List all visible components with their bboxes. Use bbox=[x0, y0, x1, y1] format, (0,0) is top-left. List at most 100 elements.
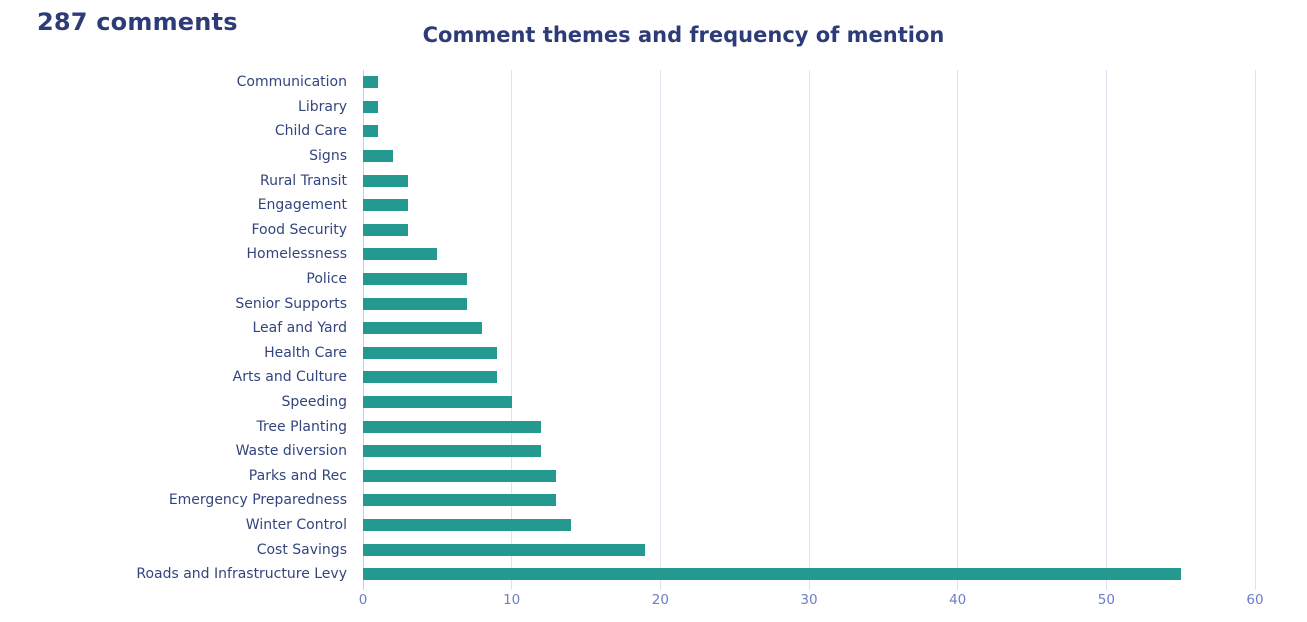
bar-track bbox=[363, 518, 1255, 531]
bar-track bbox=[363, 273, 1255, 286]
category-label: Signs bbox=[309, 148, 347, 165]
bar bbox=[363, 396, 512, 409]
x-tick-label: 50 bbox=[1097, 592, 1115, 608]
chart-row: Homelessness bbox=[0, 242, 1307, 267]
bar-track bbox=[363, 346, 1255, 359]
category-label: Homelessness bbox=[246, 246, 347, 263]
bar-track bbox=[363, 297, 1255, 310]
chart-row: Signs bbox=[0, 144, 1307, 169]
x-tick-label: 60 bbox=[1246, 592, 1264, 608]
chart-row: Engagement bbox=[0, 193, 1307, 218]
category-label: Waste diversion bbox=[235, 443, 347, 460]
bar-track bbox=[363, 125, 1255, 138]
chart-row: Waste diversion bbox=[0, 439, 1307, 464]
chart-row: Leaf and Yard bbox=[0, 316, 1307, 341]
x-axis: 0 10 20 30 40 50 60 bbox=[359, 592, 1264, 614]
x-tick-label: 10 bbox=[503, 592, 521, 608]
x-tick-label: 20 bbox=[651, 592, 669, 608]
bar-track bbox=[363, 223, 1255, 236]
bar-track bbox=[363, 494, 1255, 507]
bar-track bbox=[363, 174, 1255, 187]
chart-row: Speeding bbox=[0, 390, 1307, 415]
chart-title: Comment themes and frequency of mention bbox=[422, 23, 945, 47]
category-label: Arts and Culture bbox=[232, 369, 347, 386]
bar-track bbox=[363, 543, 1255, 556]
category-label: Emergency Preparedness bbox=[168, 492, 347, 509]
gridline bbox=[1105, 70, 1107, 590]
bar bbox=[363, 543, 646, 556]
chart-row: Senior Supports bbox=[0, 291, 1307, 316]
chart-row: Food Security bbox=[0, 218, 1307, 243]
bar-track bbox=[363, 248, 1255, 261]
bar bbox=[363, 420, 542, 433]
category-label: Speeding bbox=[281, 394, 347, 411]
bar bbox=[363, 273, 468, 286]
x-tick-label: 30 bbox=[800, 592, 818, 608]
bar bbox=[363, 125, 378, 138]
category-label: Cost Savings bbox=[256, 541, 347, 558]
bar bbox=[363, 371, 497, 384]
category-label: Communication bbox=[236, 74, 347, 91]
category-label: Engagement bbox=[257, 197, 347, 214]
bar-track bbox=[363, 100, 1255, 113]
chart-row: Parks and Rec bbox=[0, 464, 1307, 489]
category-label: Tree Planting bbox=[256, 418, 347, 435]
bar bbox=[363, 248, 438, 261]
bar bbox=[363, 297, 468, 310]
bar bbox=[363, 469, 557, 482]
bar bbox=[363, 568, 1181, 581]
bar bbox=[363, 494, 557, 507]
chart-row: Police bbox=[0, 267, 1307, 292]
category-label: Child Care bbox=[274, 123, 347, 140]
comments-count-title: 287 comments bbox=[37, 8, 238, 36]
bar-track bbox=[363, 199, 1255, 212]
chart-row: Roads and Infrastructure Levy bbox=[0, 562, 1307, 587]
category-label: Leaf and Yard bbox=[252, 320, 347, 337]
bar-track bbox=[363, 150, 1255, 163]
category-label: Library bbox=[298, 98, 347, 115]
chart-row: Arts and Culture bbox=[0, 365, 1307, 390]
bar bbox=[363, 76, 378, 89]
x-tick-label: 40 bbox=[949, 592, 967, 608]
chart-row: Tree Planting bbox=[0, 414, 1307, 439]
category-label: Food Security bbox=[251, 221, 347, 238]
bar-track bbox=[363, 396, 1255, 409]
gridline bbox=[1254, 70, 1256, 590]
category-label: Police bbox=[306, 271, 347, 288]
bar-track bbox=[363, 445, 1255, 458]
bar bbox=[363, 223, 408, 236]
bar-track bbox=[363, 76, 1255, 89]
gridline bbox=[511, 70, 513, 590]
category-label: Senior Supports bbox=[235, 295, 347, 312]
bar bbox=[363, 100, 378, 113]
chart-row: Child Care bbox=[0, 119, 1307, 144]
bar-track bbox=[363, 568, 1255, 581]
bar bbox=[363, 445, 542, 458]
gridline bbox=[957, 70, 959, 590]
bar bbox=[363, 322, 482, 335]
chart-row: Communication bbox=[0, 70, 1307, 95]
bar bbox=[363, 174, 408, 187]
category-label: Winter Control bbox=[245, 516, 347, 533]
bar bbox=[363, 346, 497, 359]
x-tick-label: 0 bbox=[358, 592, 368, 608]
chart-row: Emergency Preparedness bbox=[0, 488, 1307, 513]
chart-row: Health Care bbox=[0, 341, 1307, 366]
bar-track bbox=[363, 420, 1255, 433]
category-label: Roads and Infrastructure Levy bbox=[136, 566, 347, 583]
bar bbox=[363, 150, 393, 163]
chart-row: Winter Control bbox=[0, 513, 1307, 538]
chart-row: Cost Savings bbox=[0, 537, 1307, 562]
bar bbox=[363, 199, 408, 212]
bar-track bbox=[363, 469, 1255, 482]
chart-rows: Communication Library Child Care Signs Rural… bbox=[0, 70, 1307, 586]
gridline bbox=[659, 70, 661, 590]
chart-row: Library bbox=[0, 95, 1307, 120]
bar bbox=[363, 518, 572, 531]
category-label: Parks and Rec bbox=[248, 467, 347, 484]
gridline bbox=[808, 70, 810, 590]
bar-track bbox=[363, 322, 1255, 335]
bar-track bbox=[363, 371, 1255, 384]
chart-row: Rural Transit bbox=[0, 168, 1307, 193]
